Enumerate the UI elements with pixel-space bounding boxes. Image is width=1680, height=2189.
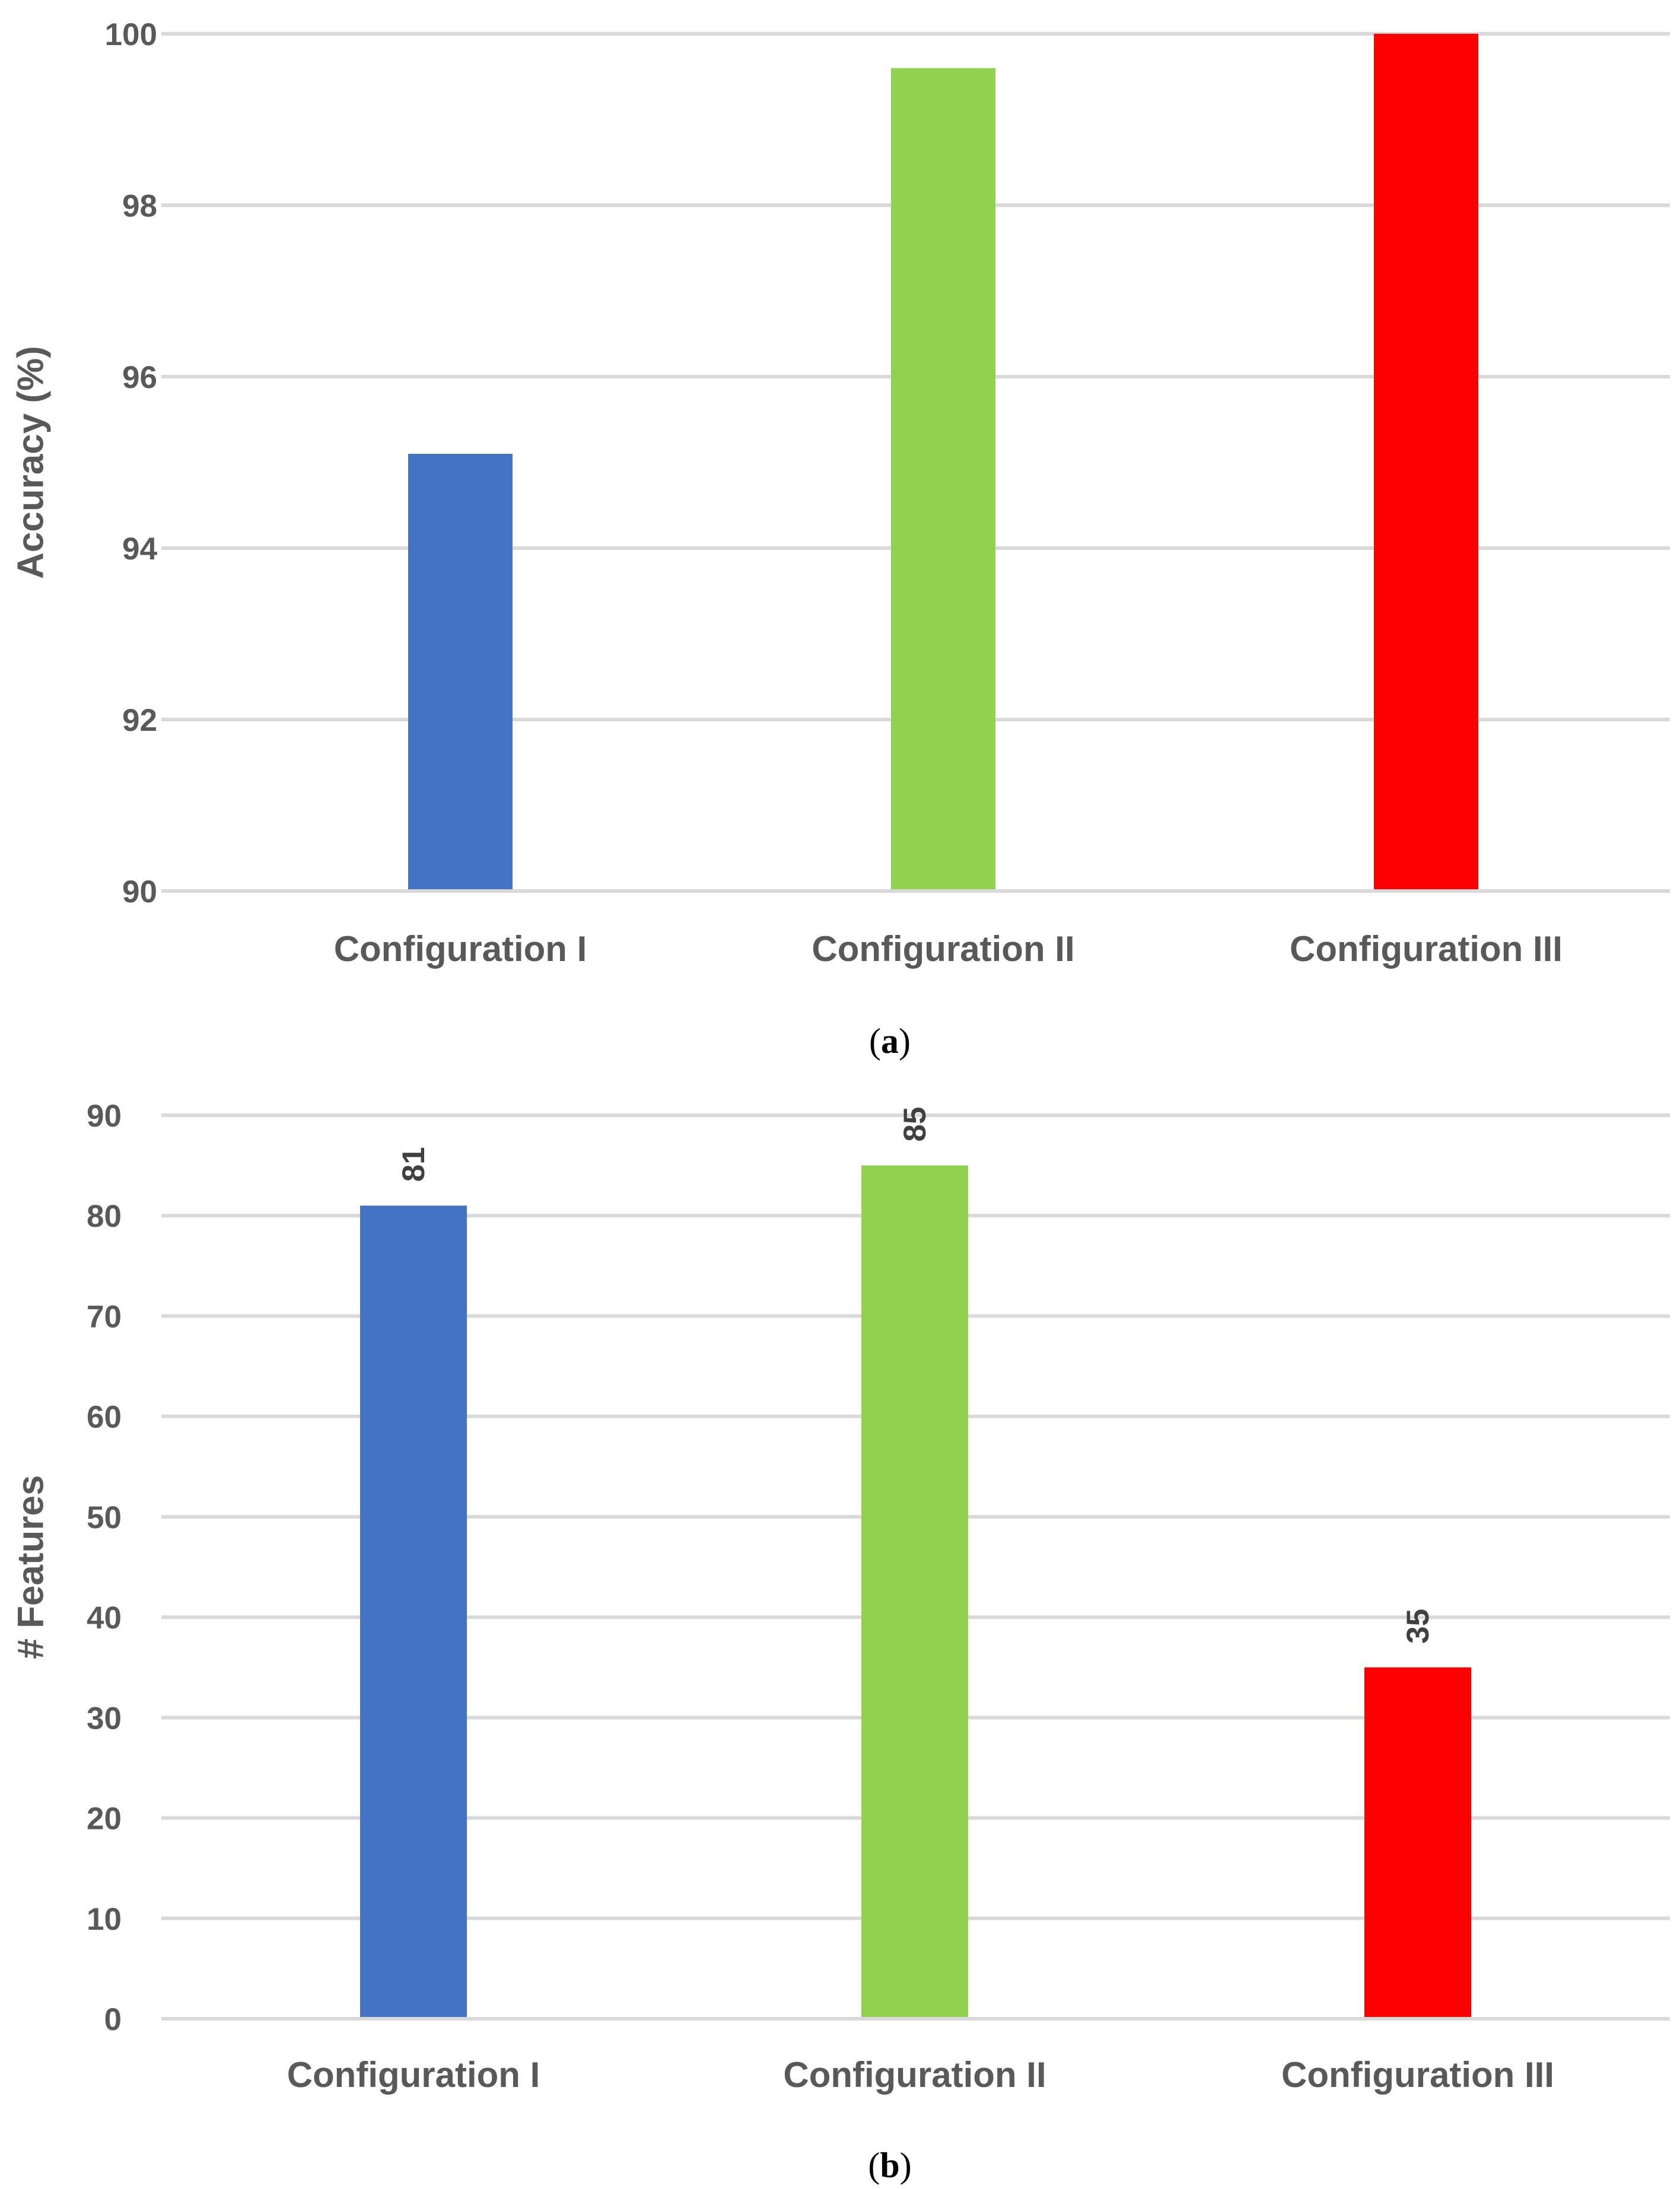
- features-data-label: 81: [396, 1147, 431, 1182]
- features-chart: 0 10 20 30 40 50 60 70 80 90 81 85 35 Configuration I…: [11, 1099, 1670, 2185]
- accuracy-y-tick-label: 92: [122, 703, 157, 738]
- features-y-tick-label: 70: [87, 1299, 122, 1334]
- accuracy-x-tick-label: Configuration I: [334, 929, 587, 969]
- features-y-tick-label: 50: [87, 1500, 122, 1535]
- features-data-label: 35: [1401, 1609, 1436, 1644]
- features-x-tick-label: Configuration I: [287, 2055, 540, 2095]
- features-bar-1: [360, 1205, 467, 2019]
- accuracy-y-tick-label: 94: [122, 532, 157, 567]
- features-y-tick-label: 10: [87, 1902, 122, 1937]
- accuracy-bar-2: [891, 68, 995, 891]
- features-y-axis-title: # Features: [11, 1475, 52, 1659]
- features-y-tick-label: 40: [87, 1601, 122, 1636]
- features-y-tick-label: 20: [87, 1802, 122, 1837]
- accuracy-x-tick-label: Configuration II: [812, 929, 1074, 969]
- features-bar-3: [1364, 1667, 1471, 2019]
- accuracy-y-tick-label: 90: [122, 874, 157, 909]
- accuracy-y-tick-label: 96: [122, 360, 157, 395]
- accuracy-chart: 90 92 94 96 98 100 Configuration I Configuratio…: [11, 17, 1670, 1061]
- accuracy-y-axis-title: Accuracy (%): [11, 346, 52, 579]
- features-caption: (b): [868, 2146, 911, 2185]
- features-x-tick-label: Configuration II: [783, 2055, 1046, 2095]
- features-y-tick-label: 0: [104, 2002, 122, 2037]
- features-data-label: 85: [898, 1107, 933, 1142]
- features-y-tick-label: 30: [87, 1701, 122, 1736]
- accuracy-y-tick-label: 100: [105, 17, 157, 52]
- features-y-tick-label: 90: [87, 1099, 122, 1134]
- features-bar-2: [861, 1165, 968, 2019]
- features-y-tick-label: 60: [87, 1400, 122, 1435]
- features-x-tick-label: Configuration III: [1281, 2055, 1554, 2095]
- accuracy-bar-3: [1374, 34, 1478, 891]
- features-y-tick-label: 80: [87, 1199, 122, 1234]
- accuracy-bar-1: [408, 454, 513, 891]
- accuracy-x-tick-label: Configuration III: [1290, 929, 1563, 969]
- accuracy-caption: (a): [869, 1022, 911, 1061]
- accuracy-y-tick-label: 98: [122, 189, 157, 224]
